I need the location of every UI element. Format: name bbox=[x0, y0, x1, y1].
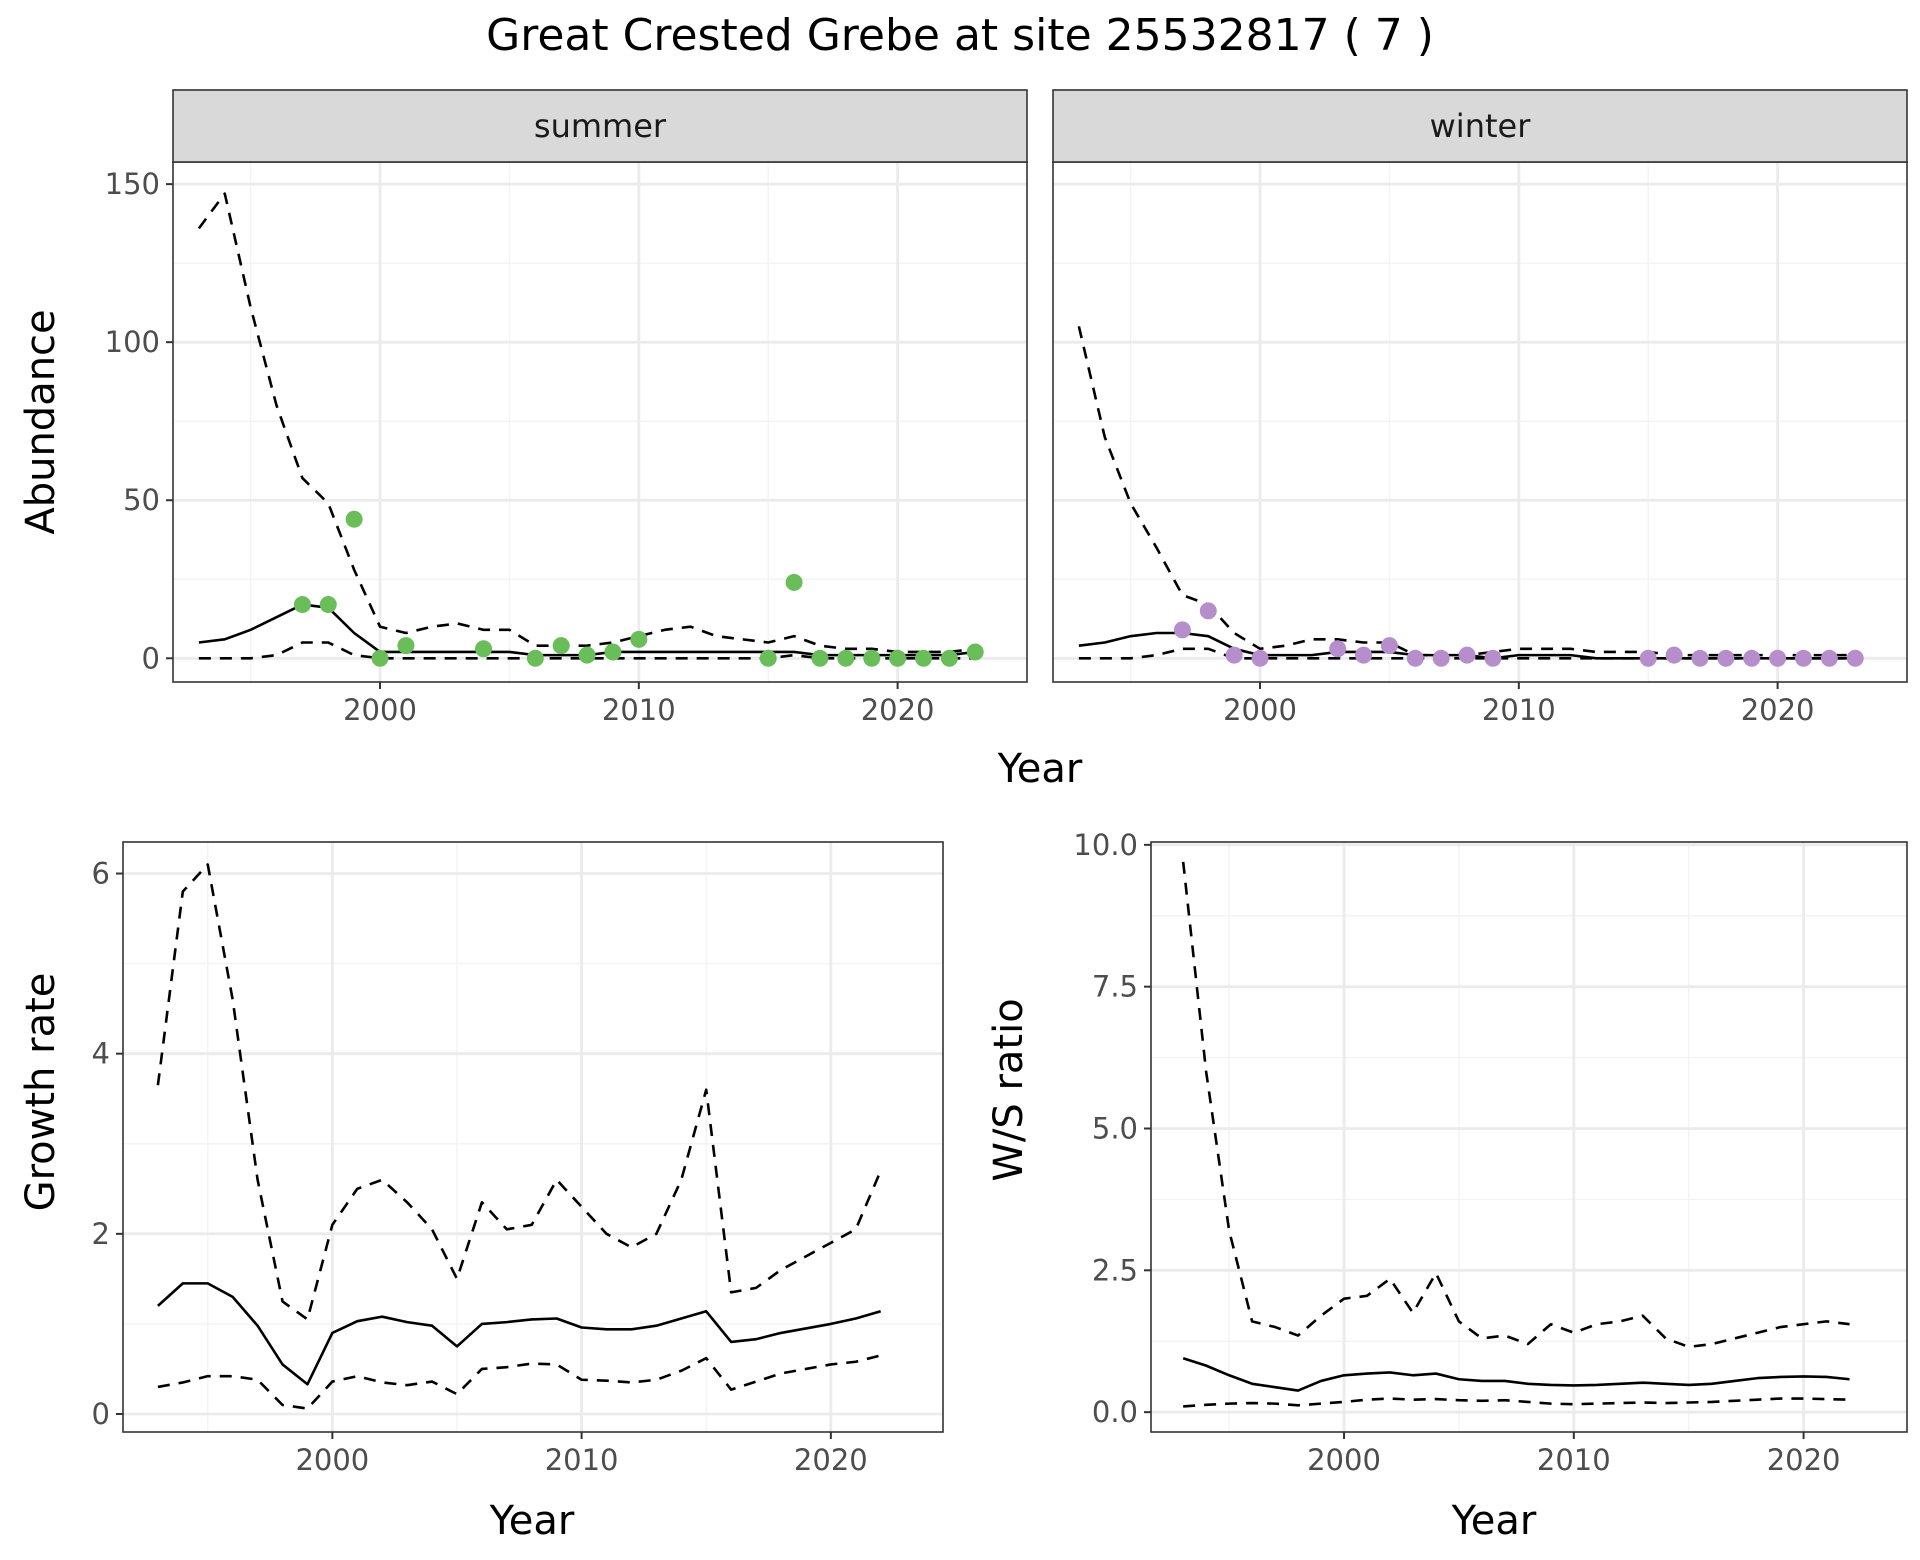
data-point bbox=[1355, 646, 1373, 664]
data-point bbox=[1820, 649, 1838, 667]
series-line-estimate bbox=[157, 1282, 882, 1386]
x-tick-label: 2020 bbox=[861, 693, 935, 727]
data-point bbox=[630, 630, 648, 648]
facet-strip-label: summer bbox=[534, 107, 667, 145]
facet-strip bbox=[1052, 89, 1908, 163]
data-point bbox=[1406, 649, 1424, 667]
data-point bbox=[345, 510, 363, 528]
y-tick-label: 0 bbox=[92, 1397, 110, 1431]
x-tick-label: 2010 bbox=[1537, 1443, 1611, 1477]
ws-ratio-panel: 2000 2010 2020 0.0 2.5 5.0 7.5 10.0 bbox=[1073, 828, 1908, 1477]
x-tick-label: 2000 bbox=[1223, 693, 1297, 727]
data-point bbox=[785, 573, 803, 591]
data-point bbox=[552, 637, 570, 655]
figure-title: Great Crested Grebe at site 25532817 ( 7… bbox=[486, 10, 1434, 61]
series-line-lower bbox=[157, 1354, 882, 1410]
ws-y-axis-title: W/S ratio bbox=[986, 998, 1032, 1181]
y-tick-label: 0.0 bbox=[1092, 1395, 1138, 1429]
data-point bbox=[1380, 637, 1398, 655]
y-tick-label: 4 bbox=[92, 1037, 110, 1071]
data-point bbox=[837, 649, 855, 667]
data-point bbox=[604, 643, 622, 661]
y-tick-label: 2.5 bbox=[1092, 1253, 1138, 1287]
data-point bbox=[1769, 649, 1787, 667]
y-tick-label: 2 bbox=[92, 1217, 110, 1251]
abundance-x-axis-title: Year bbox=[997, 746, 1083, 792]
data-point bbox=[914, 649, 932, 667]
panel-border bbox=[122, 841, 944, 1433]
data-point bbox=[759, 649, 777, 667]
x-tick-label: 2010 bbox=[545, 1443, 619, 1477]
x-tick-label: 2000 bbox=[295, 1443, 369, 1477]
x-tick-label: 2020 bbox=[1767, 1443, 1841, 1477]
growth-rate-panel: 2000 2010 2020 0 2 4 6 bbox=[92, 841, 944, 1477]
data-point bbox=[1225, 646, 1243, 664]
series-line-estimate bbox=[1182, 1357, 1850, 1392]
x-tick-label: 2000 bbox=[1307, 1443, 1381, 1477]
x-tick-label: 2010 bbox=[602, 693, 676, 727]
data-point bbox=[371, 649, 389, 667]
data-point bbox=[475, 640, 493, 658]
y-tick-label: 7.5 bbox=[1092, 970, 1138, 1004]
data-point bbox=[397, 637, 415, 655]
facet-strip bbox=[172, 89, 1028, 163]
panel-border bbox=[1150, 841, 1908, 1433]
data-point bbox=[1794, 649, 1812, 667]
data-point bbox=[863, 649, 881, 667]
abundance-summer-panel: 2000 2010 2020 0 50 100 150 summer bbox=[105, 89, 1028, 727]
y-tick-label: 50 bbox=[123, 483, 160, 517]
data-point bbox=[526, 649, 544, 667]
series-line-lower bbox=[1183, 1397, 1850, 1408]
data-point bbox=[1251, 649, 1269, 667]
y-tick-label: 0 bbox=[142, 641, 160, 675]
data-point bbox=[1743, 649, 1761, 667]
growth-x-axis-title: Year bbox=[489, 1498, 575, 1544]
data-point bbox=[293, 596, 311, 614]
y-tick-label: 150 bbox=[105, 167, 160, 201]
data-point bbox=[578, 646, 596, 664]
data-point bbox=[966, 643, 984, 661]
x-tick-label: 2000 bbox=[343, 693, 417, 727]
x-tick-label: 2020 bbox=[794, 1443, 868, 1477]
data-point bbox=[940, 649, 958, 667]
abundance-y-axis-title: Abundance bbox=[18, 309, 64, 534]
growth-y-axis-title: Growth rate bbox=[18, 973, 64, 1212]
data-point bbox=[1458, 646, 1476, 664]
data-point bbox=[811, 649, 829, 667]
series-line-upper bbox=[1077, 326, 1856, 657]
series-line-lower bbox=[1078, 647, 1856, 660]
series-line-upper bbox=[1181, 861, 1850, 1349]
data-point bbox=[1199, 602, 1217, 620]
facet-strip-label: winter bbox=[1430, 107, 1532, 145]
y-tick-label: 100 bbox=[105, 325, 160, 359]
abundance-winter-panel: 2000 2010 2020 winter bbox=[1052, 89, 1908, 727]
y-tick-label: 6 bbox=[92, 857, 110, 891]
data-point bbox=[889, 649, 907, 667]
data-point bbox=[1639, 649, 1657, 667]
series-line-upper bbox=[156, 863, 882, 1321]
data-point bbox=[1691, 649, 1709, 667]
y-tick-label: 5.0 bbox=[1092, 1111, 1138, 1145]
data-point bbox=[319, 596, 337, 614]
data-point bbox=[1717, 649, 1735, 667]
data-point bbox=[1484, 649, 1502, 667]
data-point bbox=[1432, 649, 1450, 667]
data-point bbox=[1329, 640, 1347, 658]
data-point bbox=[1846, 649, 1864, 667]
y-tick-label: 10.0 bbox=[1073, 828, 1138, 862]
x-tick-label: 2010 bbox=[1482, 693, 1556, 727]
data-point bbox=[1173, 621, 1191, 639]
series-line-upper bbox=[197, 192, 976, 654]
x-tick-label: 2020 bbox=[1741, 693, 1815, 727]
ws-x-axis-title: Year bbox=[1451, 1498, 1537, 1544]
data-point bbox=[1665, 646, 1683, 664]
